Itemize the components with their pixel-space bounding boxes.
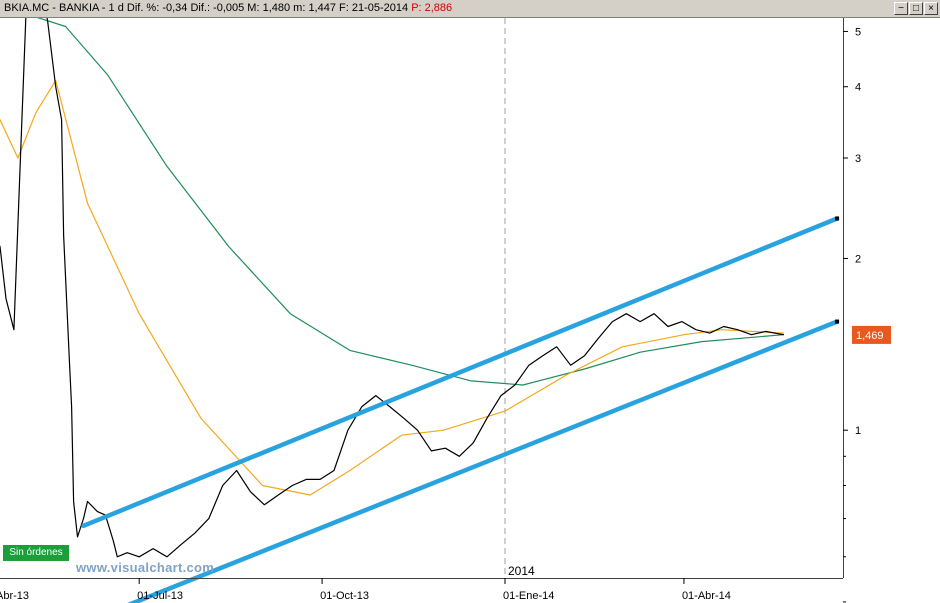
x-tick-label: 01-Abr-14 (682, 590, 731, 602)
chart-grid (0, 18, 843, 578)
y-tick-label: 5 (855, 26, 861, 38)
price-chart[interactable]: 2014 Abr-13 01-Jul-13 01-Oct-13 01-Ene-14 01-… (0, 18, 940, 603)
last-price-box (852, 325, 891, 344)
close-button[interactable]: × (924, 2, 938, 15)
fast-moving-average (0, 79, 785, 496)
p-value: P: 2,886 (411, 2, 453, 14)
x-tick-label: 01-Ene-14 (503, 590, 554, 602)
sin-ordenes-badge[interactable]: Sin órdenes (3, 545, 69, 561)
last-price-label: 1,469 (856, 330, 884, 342)
channel-upper-line (81, 216, 840, 529)
x-tick-label: 01-Jul-13 (137, 590, 183, 602)
price-line (0, 18, 785, 558)
plot-background (0, 18, 843, 578)
y-tick-label: 4 (855, 82, 861, 94)
x-tick-label: 01-Oct-13 (320, 590, 369, 602)
minimize-button[interactable]: − (894, 2, 908, 15)
visualchart-watermark: www.visualchart.com (76, 560, 215, 575)
slow-moving-average (36, 18, 785, 386)
maximize-button[interactable]: □ (909, 2, 923, 15)
year-label: 2014 (508, 564, 535, 578)
chart-title-bar: BKIA.MC - BANKIA - 1 d Dif. %: -0,34 Dif… (0, 0, 940, 18)
chart-info: BKIA.MC - BANKIA - 1 d Dif. %: -0,34 Dif… (4, 2, 409, 14)
y-tick-label: 1 (855, 425, 861, 437)
plot-area (0, 18, 840, 603)
channel-lower-line (127, 319, 840, 603)
channel-handle (835, 319, 840, 324)
y-tick-label: 2 (855, 253, 861, 265)
x-tick-label: Abr-13 (0, 590, 29, 602)
y-tick-label: 3 (855, 153, 861, 165)
channel-handle (835, 216, 840, 221)
chart-info-text: BKIA.MC - BANKIA - 1 d Dif. %: -0,34 Dif… (4, 2, 452, 14)
chart-axes: 2014 Abr-13 01-Jul-13 01-Oct-13 01-Ene-14 01-… (0, 18, 891, 603)
